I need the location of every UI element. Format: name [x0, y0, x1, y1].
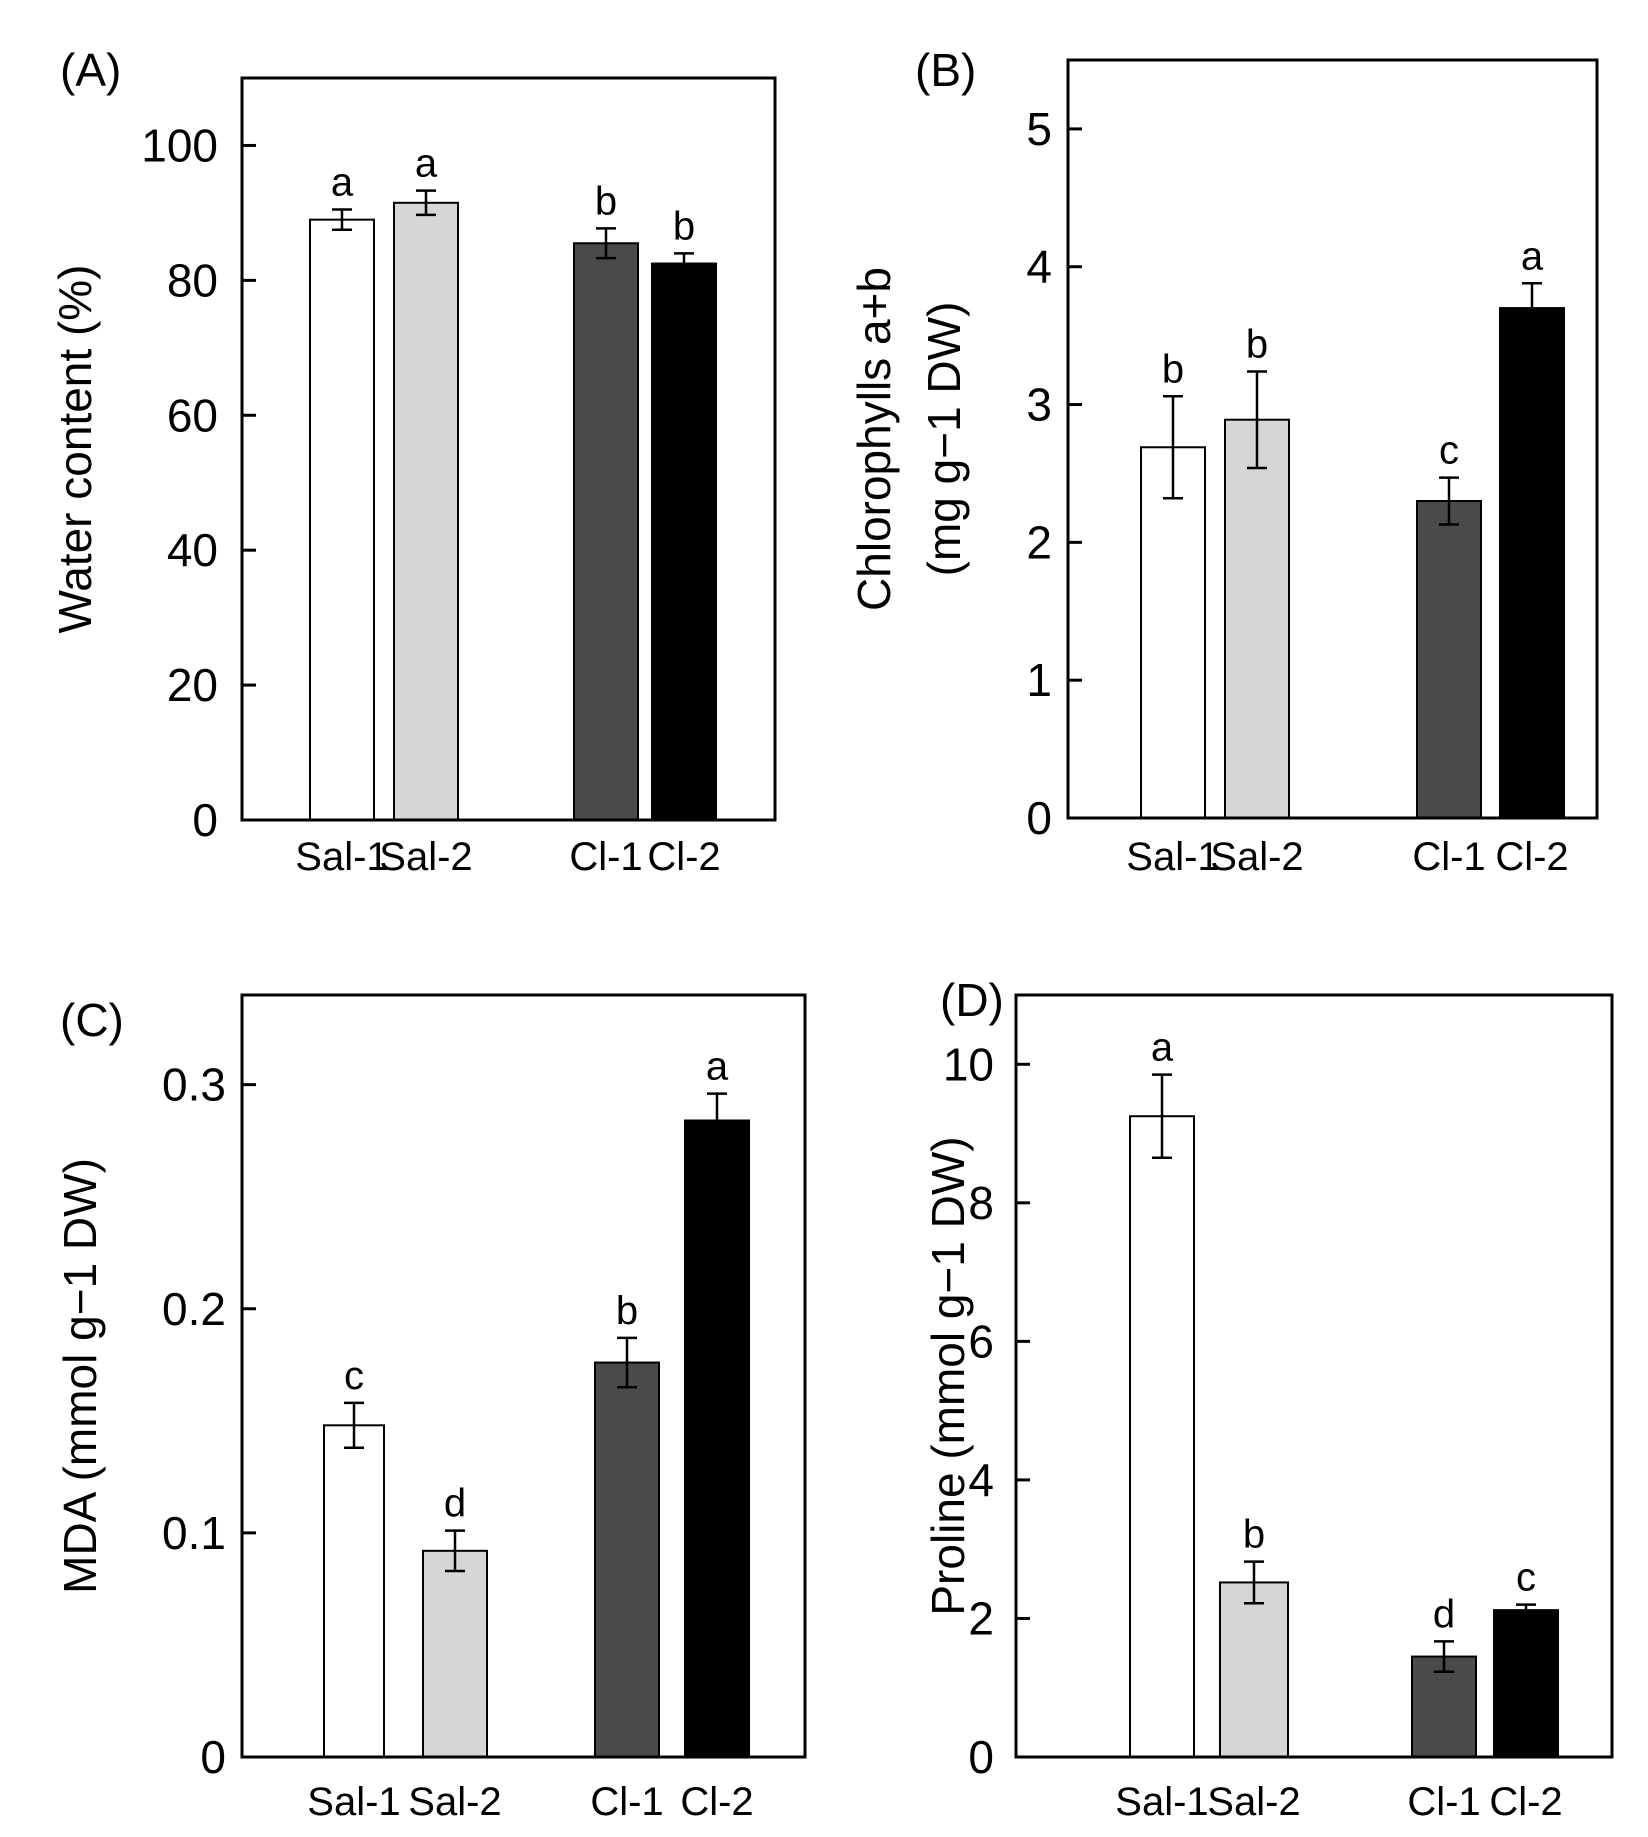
category-label: Cl-1	[1407, 1780, 1480, 1824]
bar-cl-1	[594, 1361, 660, 1759]
significance-letter: b	[673, 204, 695, 248]
y-tick-label: 3	[1026, 379, 1052, 431]
panel-c: 0 0.1 0.2 0.3 c Sal-1 d Sal-2 b Cl-1 a Cl-2 (C) MDA (…	[54, 993, 807, 1824]
significance-letter: c	[344, 1354, 364, 1398]
plot-frame	[240, 993, 807, 1759]
bar-sal-1	[323, 1424, 385, 1759]
significance-letter: a	[1521, 234, 1544, 278]
category-label: Cl-2	[1495, 835, 1568, 879]
y-tick-label: 40	[167, 524, 218, 576]
y-tick-label: 0	[1026, 792, 1052, 844]
panel-b: 0 1 2 3 4 5 b Sal-1 b Sal-2 c Cl-1 a Cl-2 (B) Chlorophy…	[848, 44, 1599, 879]
panel-a: 0 20 40 60 80 100 a Sal-1 a Sal-2 b Cl-1 b Cl-2 (A) Wat…	[49, 44, 777, 879]
significance-letter: a	[415, 142, 438, 186]
bar-cl-2	[1499, 307, 1565, 819]
bar-sal-1	[1129, 1115, 1195, 1758]
y-axis-title: Chlorophylls a+b	[848, 267, 900, 611]
panel-label: (B)	[915, 44, 976, 96]
category-label: Cl-1	[569, 835, 642, 879]
plot-frame	[240, 76, 777, 822]
bar-sal-2	[1224, 418, 1290, 819]
significance-letter: a	[331, 161, 354, 205]
significance-letter: b	[595, 179, 617, 223]
bar-sal-1	[309, 218, 375, 821]
y-axis-title: Water content (%)	[49, 265, 101, 634]
bar-cl-2	[684, 1119, 750, 1758]
bar-sal-2	[1219, 1581, 1289, 1759]
plot-frame	[1014, 993, 1614, 1759]
significance-letter: c	[1516, 1556, 1536, 1600]
category-label: Cl-2	[1489, 1780, 1562, 1824]
category-label: Cl-2	[647, 835, 720, 879]
y-tick-label: 10	[943, 1038, 994, 1090]
panel-label: (A)	[60, 44, 121, 96]
category-label: Cl-1	[1412, 835, 1485, 879]
y-tick-label: 0.3	[162, 1059, 226, 1111]
y-axis-title: MDA (mmol g−1 DW)	[54, 1158, 106, 1594]
category-label: Sal-1	[1115, 1780, 1208, 1824]
y-tick-label: 2	[1026, 516, 1052, 568]
panel-label: (D)	[940, 974, 1004, 1026]
y-axis-title-units: (mg g−1 DW)	[918, 302, 970, 577]
y-tick-label: 4	[1026, 241, 1052, 293]
plot-frame	[1066, 58, 1599, 820]
y-tick-label: 80	[167, 254, 218, 306]
bar-sal-2	[422, 1549, 488, 1758]
y-tick-label: 8	[968, 1177, 994, 1229]
y-tick-label: 5	[1026, 103, 1052, 155]
significance-letter: b	[1162, 347, 1184, 391]
y-tick-label: 0.1	[162, 1507, 226, 1559]
y-tick-label: 0.2	[162, 1283, 226, 1335]
bar-sal-1	[1140, 446, 1206, 819]
category-label: Sal-2	[408, 1780, 501, 1824]
significance-letter: a	[706, 1045, 729, 1089]
bar-sal-2	[393, 201, 459, 822]
category-label: Cl-2	[680, 1780, 753, 1824]
panel-d: 0 2 4 6 8 10 a Sal-1 b Sal-2 d Cl-1 c Cl-2 (D) Proline …	[922, 974, 1614, 1824]
category-label: Sal-1	[1126, 835, 1219, 879]
significance-letter: b	[1246, 322, 1268, 366]
y-axis-title: Proline (mmol g−1 DW)	[922, 1136, 974, 1615]
bar-cl-1	[573, 242, 639, 822]
y-tick-label: 2	[968, 1592, 994, 1644]
category-label: Sal-2	[379, 835, 472, 879]
bar-cl-2	[1493, 1609, 1559, 1759]
significance-letter: b	[1243, 1513, 1265, 1557]
category-label: Sal-1	[307, 1780, 400, 1824]
y-tick-label: 0	[968, 1731, 994, 1783]
category-label: Sal-2	[1207, 1780, 1300, 1824]
panel-label: (C)	[60, 994, 124, 1046]
y-tick-label: 4	[968, 1454, 994, 1506]
y-tick-label: 0	[200, 1731, 226, 1783]
y-tick-label: 6	[968, 1315, 994, 1367]
y-tick-label: 20	[167, 659, 218, 711]
significance-letter: a	[1151, 1026, 1174, 1070]
category-label: Sal-1	[295, 835, 388, 879]
significance-letter: b	[616, 1289, 638, 1333]
bar-cl-2	[651, 262, 717, 821]
y-tick-label: 1	[1026, 654, 1052, 706]
bar-cl-1	[1416, 500, 1482, 819]
y-tick-label: 0	[192, 794, 218, 846]
significance-letter: d	[444, 1482, 466, 1526]
y-tick-label: 60	[167, 389, 218, 441]
significance-letter: d	[1433, 1592, 1455, 1636]
category-label: Sal-2	[1210, 835, 1303, 879]
y-tick-label: 100	[141, 119, 218, 171]
category-label: Cl-1	[590, 1780, 663, 1824]
significance-letter: c	[1439, 429, 1459, 473]
